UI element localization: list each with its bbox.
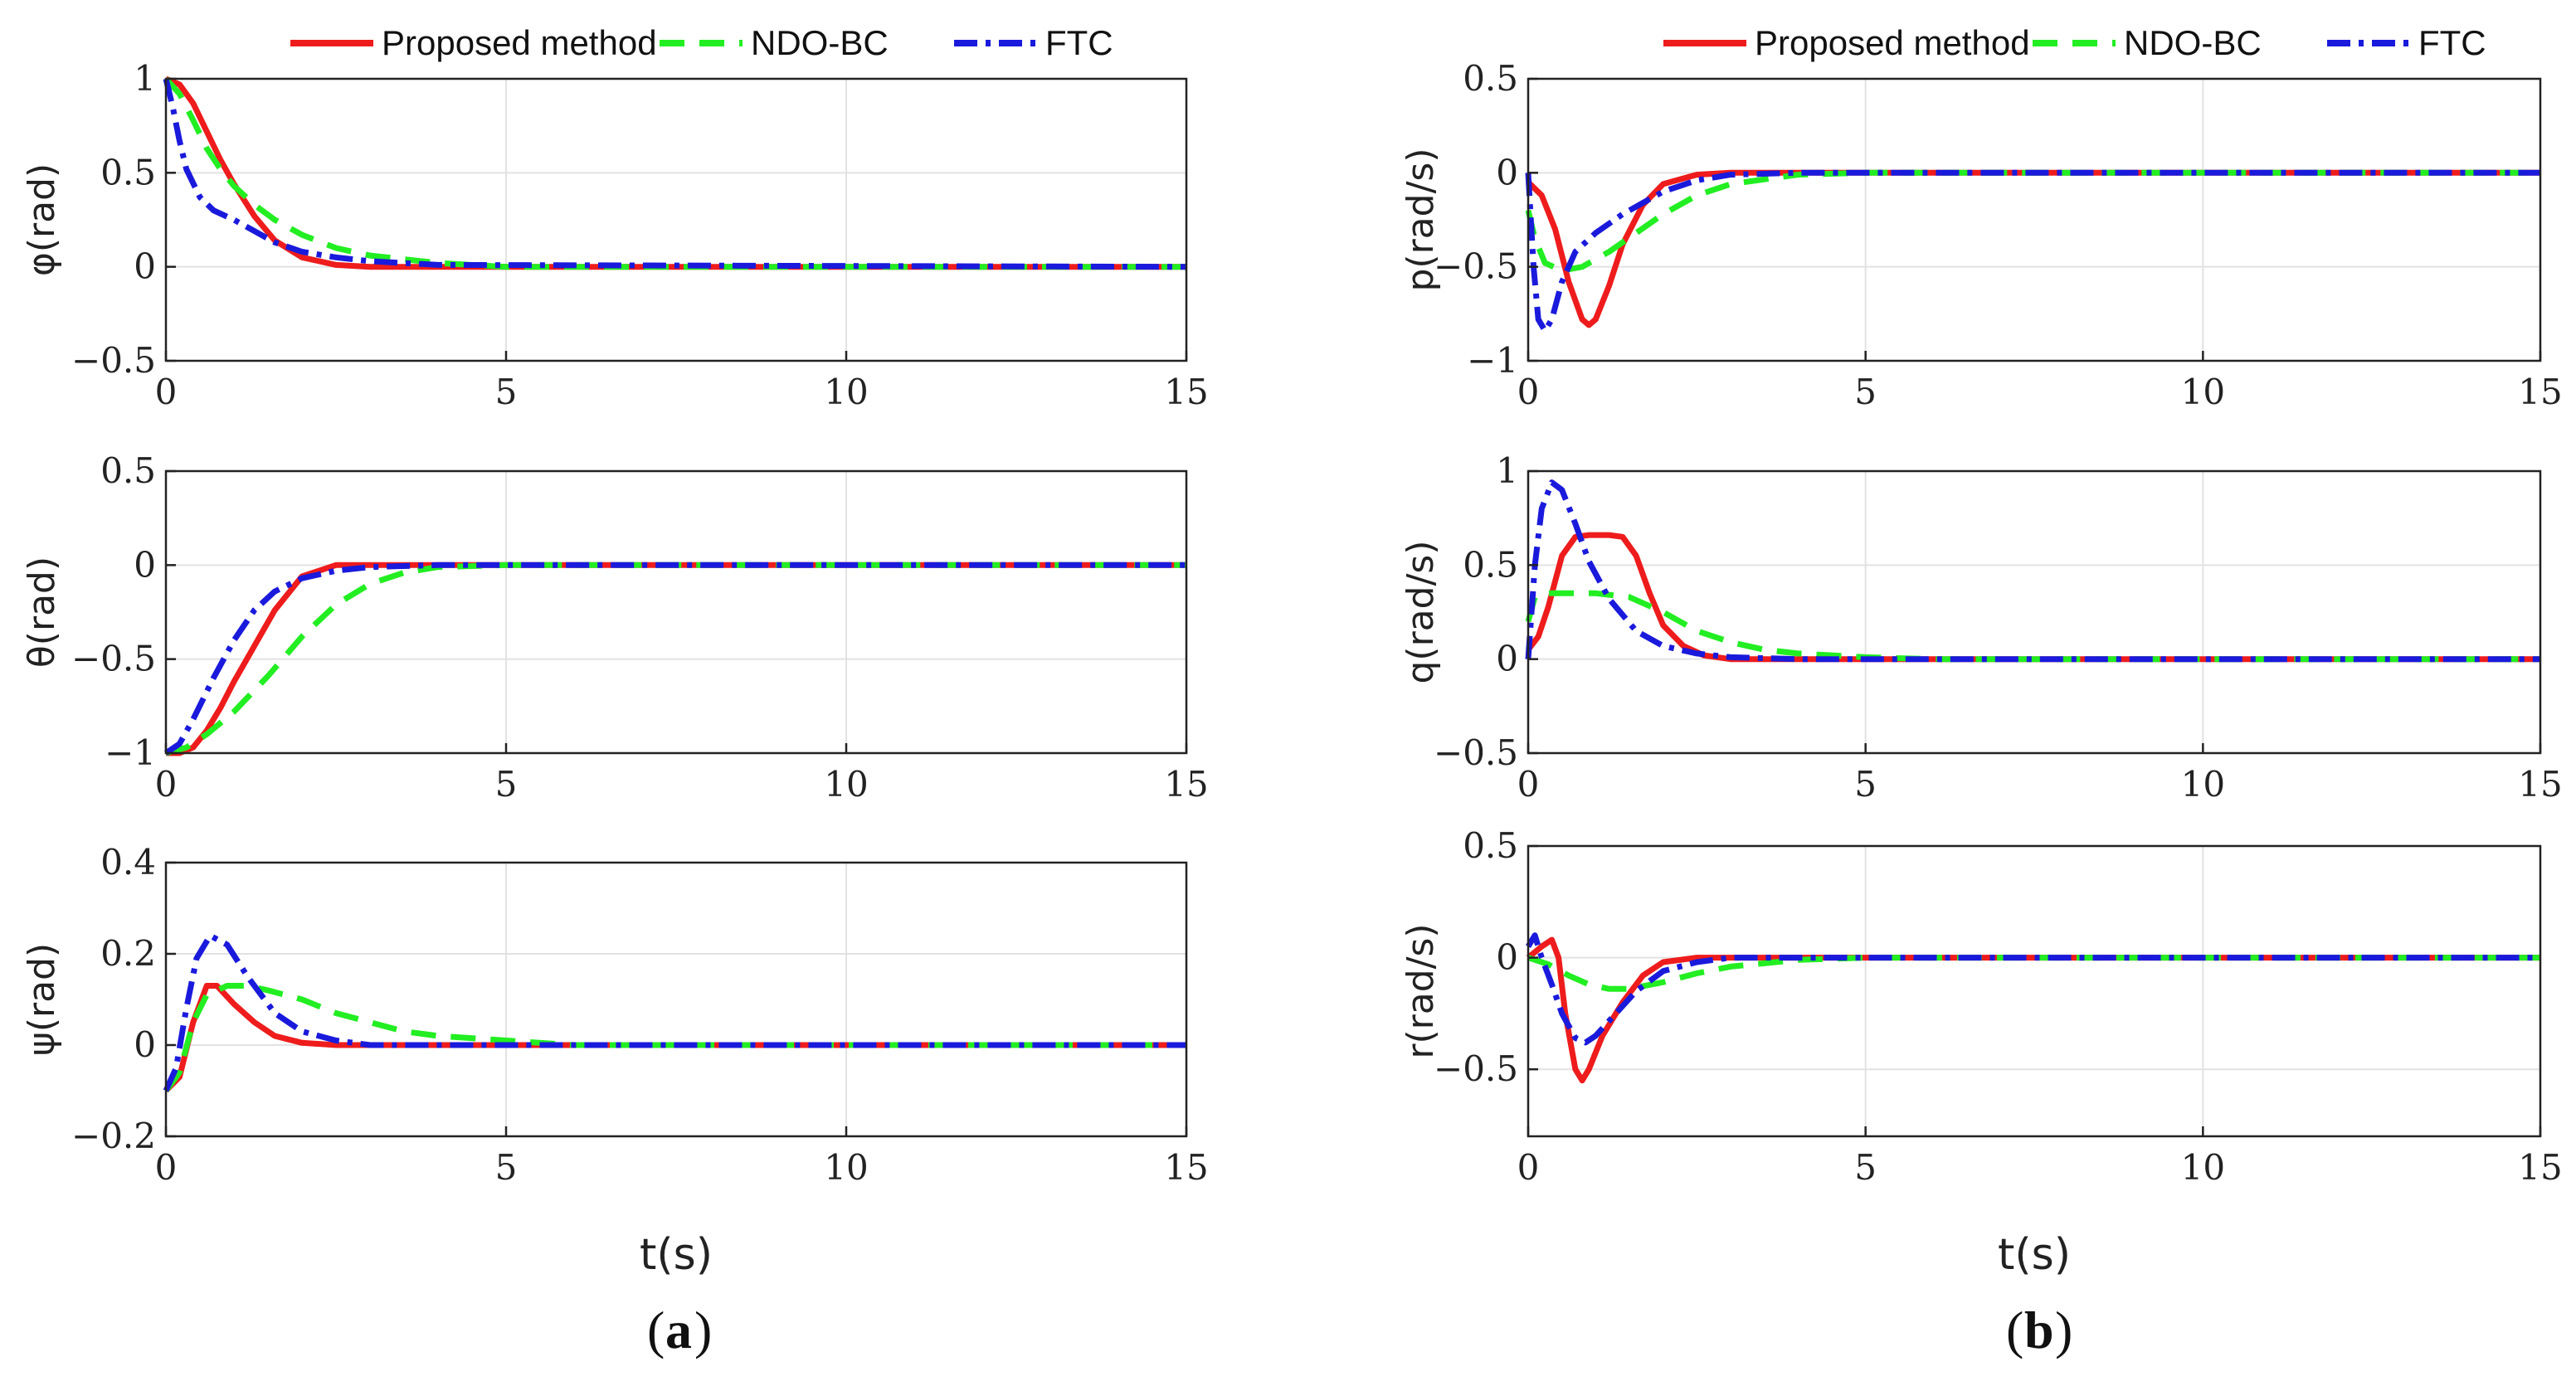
y-tick-label: −0.5 — [71, 340, 156, 381]
y-tick-label: 0.2 — [100, 933, 156, 974]
series-line-ndo — [165, 562, 1186, 756]
caption-letter: b — [2024, 1301, 2054, 1359]
subplot-theta: 0 5 10 15 −1 −0.5 0 0.5 θ(rad) — [21, 450, 1209, 805]
caption-a: ( a ) — [647, 1301, 712, 1359]
x-tick-label: 0 — [155, 372, 178, 412]
y-tick-label: 1 — [1496, 450, 1518, 491]
xlabel-right: t(s) — [1998, 1230, 2071, 1280]
y-tick-label: 0.5 — [1463, 58, 1518, 99]
x-tick-label: 10 — [824, 372, 868, 412]
legend-label-ndo: NDO-BC — [751, 23, 889, 62]
series-line-ftc — [163, 78, 1187, 270]
x-tick-label: 0 — [1517, 764, 1540, 805]
subplot-r: 0 5 10 15 −0.5 0 0.5 r(rad/s) — [1400, 825, 2563, 1188]
x-tick-label: 15 — [2518, 764, 2562, 805]
y-tick-label: 0.5 — [1463, 544, 1518, 585]
legend-label-proposed: Proposed method — [1755, 23, 2030, 62]
x-tick-label: 10 — [2181, 1147, 2225, 1188]
y-tick-label: −0.5 — [71, 639, 156, 679]
series-line-ndo — [1525, 590, 2540, 663]
x-tick-label: 10 — [824, 1147, 868, 1188]
y-tick-label: 0.4 — [100, 842, 156, 882]
x-tick-label: 0 — [155, 1147, 178, 1188]
x-tick-label: 10 — [824, 764, 868, 805]
caption-letter: a — [665, 1301, 692, 1359]
subplot-p: 0 5 10 15 −1 −0.5 0 0.5 p(rad/s) — [1400, 58, 2563, 412]
y-axis-label: r(rad/s) — [1400, 923, 1442, 1058]
axes-frame — [1527, 844, 2542, 1138]
subplot-q: 0 5 10 15−0.500.51q(rad/s) — [1400, 450, 2563, 805]
legend-label-ftc: FTC — [2418, 23, 2486, 62]
y-tick-label: 1 — [134, 58, 156, 99]
x-tick-label: 5 — [1854, 372, 1877, 412]
y-tick-label: −1 — [1467, 340, 1518, 381]
y-tick-label: 0.5 — [100, 152, 156, 192]
y-tick-label: −1 — [105, 732, 156, 773]
svg-text:(: ( — [2006, 1301, 2023, 1359]
y-axis-label: φ(rad) — [21, 163, 63, 276]
subplot-phi: 0 5 10 15−0.500.51φ(rad) — [21, 58, 1209, 412]
legend-left: Proposed method NDO-BC FTC — [290, 23, 1113, 62]
series-line-ndo — [1527, 955, 2540, 992]
x-tick-label: 15 — [1164, 372, 1208, 412]
series-line-proposed — [1526, 936, 2540, 1084]
x-tick-label: 5 — [495, 372, 518, 412]
y-tick-label: 0 — [1496, 639, 1518, 679]
axes-frame — [164, 469, 1188, 755]
y-tick-label: −0.5 — [1434, 1048, 1518, 1089]
series-line-ftc — [1525, 479, 2540, 663]
svg-text:): ) — [2055, 1301, 2072, 1359]
y-tick-label: 0 — [1496, 152, 1518, 192]
series-line-ftc — [1525, 932, 2540, 1046]
x-tick-label: 5 — [1854, 764, 1877, 805]
y-tick-label: 0 — [134, 1024, 156, 1065]
x-tick-label: 5 — [495, 764, 518, 805]
y-tick-label: 0 — [134, 544, 156, 585]
svg-text:): ) — [694, 1301, 712, 1359]
y-tick-label: −0.5 — [1434, 732, 1518, 773]
y-tick-label: 0.5 — [1463, 825, 1518, 866]
caption-b: ( b ) — [2006, 1301, 2072, 1359]
series-line-ndo — [163, 983, 1186, 1093]
y-axis-label: θ(rad) — [21, 557, 63, 668]
legend-right: Proposed method NDO-BC FTC — [1663, 23, 2486, 62]
y-tick-label: 0 — [1496, 937, 1518, 978]
y-axis-label: ψ(rad) — [21, 943, 63, 1056]
legend-label-ndo: NDO-BC — [2124, 23, 2262, 62]
series-line-proposed — [166, 562, 1186, 756]
x-tick-label: 10 — [2181, 764, 2225, 805]
x-tick-label: 0 — [1517, 1147, 1540, 1188]
x-tick-label: 15 — [1164, 1147, 1208, 1188]
legend-label-proposed: Proposed method — [382, 23, 657, 62]
x-tick-label: 15 — [1164, 764, 1208, 805]
svg-text:(: ( — [647, 1301, 665, 1359]
axes-frame — [164, 77, 1188, 362]
x-tick-label: 0 — [1517, 372, 1540, 412]
y-axis-label: q(rad/s) — [1400, 541, 1442, 684]
y-tick-label: −0.2 — [71, 1116, 156, 1156]
x-tick-label: 10 — [2181, 372, 2225, 412]
y-tick-label: 0 — [134, 246, 156, 287]
x-tick-label: 15 — [2518, 372, 2562, 412]
x-tick-label: 0 — [155, 764, 178, 805]
y-tick-label: −0.5 — [1434, 246, 1518, 287]
series-line-ndo — [1525, 169, 2540, 274]
axes-frame — [1527, 469, 2542, 755]
x-tick-label: 15 — [2518, 1147, 2562, 1188]
xlabel-left: t(s) — [640, 1230, 713, 1280]
x-tick-label: 5 — [1854, 1147, 1877, 1188]
y-axis-label: p(rad/s) — [1400, 148, 1442, 292]
series-line-proposed — [1526, 169, 2540, 328]
axes-frame — [164, 861, 1188, 1138]
series-line-ftc — [163, 932, 1186, 1092]
subplot-psi: 0 5 10 15−0.200.20.4ψ(rad) — [21, 842, 1209, 1188]
y-tick-label: 0.5 — [100, 450, 156, 491]
series-line-ftc — [1525, 169, 2540, 334]
series-line-ftc — [164, 562, 1186, 756]
legend-label-ftc: FTC — [1045, 23, 1113, 62]
axes-frame — [1527, 77, 2542, 362]
x-tick-label: 5 — [495, 1147, 518, 1188]
series-line-proposed — [164, 75, 1186, 270]
